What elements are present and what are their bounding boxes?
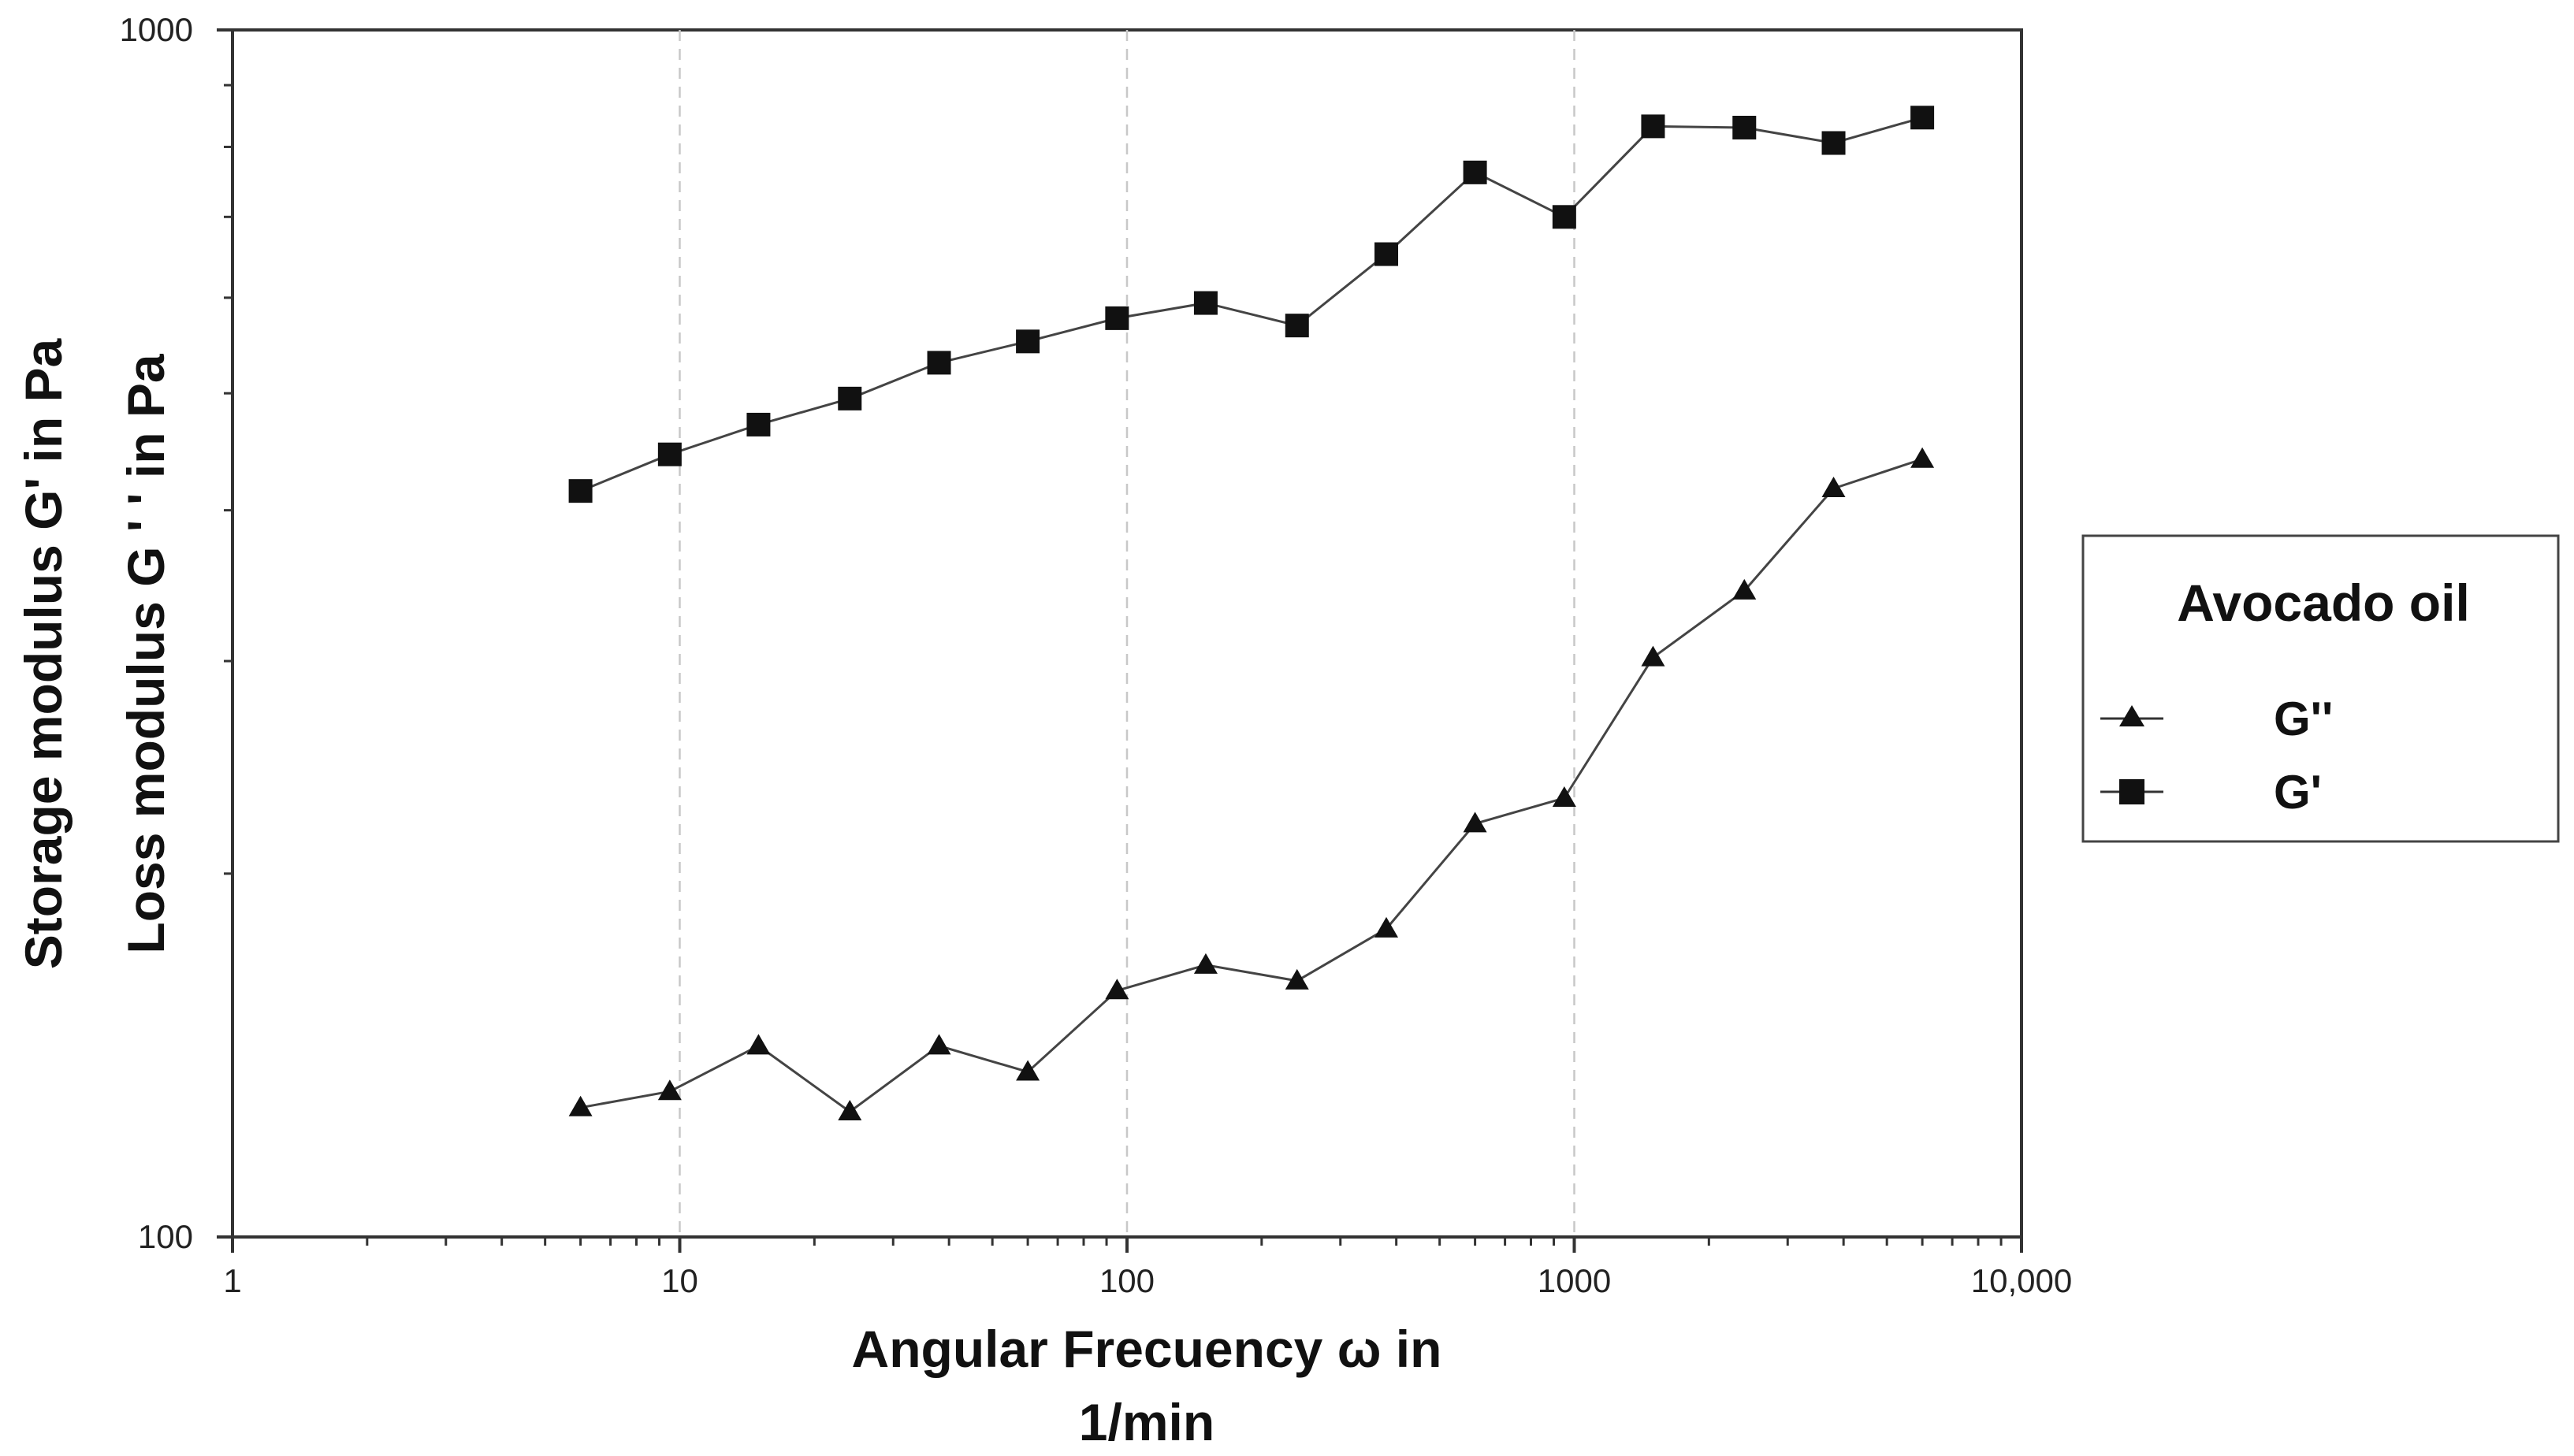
grid-lines	[679, 30, 1575, 1237]
data-point-loss-5	[1016, 1060, 1040, 1081]
y-axis-title-loss: Loss modulus G ' ' in Pa	[117, 353, 175, 953]
data-point-storage-1	[657, 442, 682, 466]
data-point-storage-13	[1732, 115, 1757, 139]
x-tick-label-10: 10	[661, 1262, 698, 1299]
y-axis-title-storage: Storage modulus G' in Pa	[14, 337, 73, 969]
data-point-storage-7	[1193, 291, 1218, 315]
x-tick-labels: 1 10 100 1000 10,000	[223, 1262, 2072, 1299]
data-point-storage-2	[746, 412, 771, 436]
x-tick-label-1000: 1000	[1538, 1262, 1611, 1299]
x-tick-label-100: 100	[1099, 1262, 1155, 1299]
data-point-loss-1	[657, 1079, 682, 1101]
data-point-storage-15	[1910, 106, 1935, 130]
data-point-storage-5	[1016, 329, 1040, 354]
data-point-storage-9	[1374, 242, 1399, 266]
legend-square-icon	[2119, 779, 2144, 804]
data-point-loss-2	[746, 1034, 771, 1055]
data-point-storage-8	[1285, 314, 1309, 338]
data-point-loss-7	[1193, 953, 1218, 974]
data-point-loss-13	[1732, 578, 1757, 600]
series-lines	[580, 116, 1923, 1113]
data-point-loss-12	[1641, 645, 1665, 667]
legend-label-storage: G'	[2274, 766, 2322, 819]
data-point-loss-6	[1105, 979, 1129, 1000]
series-markers	[568, 106, 1935, 1120]
x-tick-label-10000: 10,000	[1971, 1262, 2072, 1299]
x-axis-title-line1: Angular Frecuency ω in	[852, 1320, 1442, 1378]
legend-title: Avocado oil	[2177, 574, 2470, 632]
data-point-storage-12	[1641, 114, 1665, 139]
legend-box	[2081, 534, 2560, 843]
x-tick-label-1: 1	[223, 1262, 241, 1299]
data-point-storage-4	[927, 351, 951, 375]
data-point-loss-11	[1552, 786, 1576, 807]
data-point-loss-0	[568, 1095, 593, 1116]
data-point-loss-9	[1374, 916, 1399, 938]
data-point-loss-15	[1910, 447, 1935, 468]
data-point-storage-10	[1463, 160, 1487, 184]
series-line-storage-modulus	[580, 116, 1923, 492]
legend-label-loss: G''	[2274, 693, 2333, 745]
legend-triangle-icon	[2119, 705, 2144, 726]
legend: Avocado oil G'' G'	[2081, 534, 2560, 843]
data-point-storage-0	[568, 479, 593, 503]
data-point-loss-4	[927, 1034, 951, 1055]
data-point-loss-14	[1821, 476, 1846, 497]
y-tick-label-1000: 1000	[120, 11, 193, 48]
data-point-loss-10	[1463, 812, 1487, 833]
data-point-storage-3	[838, 386, 862, 410]
data-point-storage-14	[1821, 131, 1846, 155]
x-axis-title-line2: 1/min	[1079, 1393, 1214, 1451]
data-point-loss-8	[1285, 968, 1309, 990]
axis-ticks	[217, 28, 2023, 1253]
y-tick-label-100: 100	[138, 1218, 193, 1255]
data-point-storage-11	[1552, 205, 1576, 229]
series-line-loss-modulus	[580, 458, 1923, 1113]
data-point-storage-6	[1105, 306, 1129, 330]
data-point-loss-3	[838, 1099, 862, 1120]
